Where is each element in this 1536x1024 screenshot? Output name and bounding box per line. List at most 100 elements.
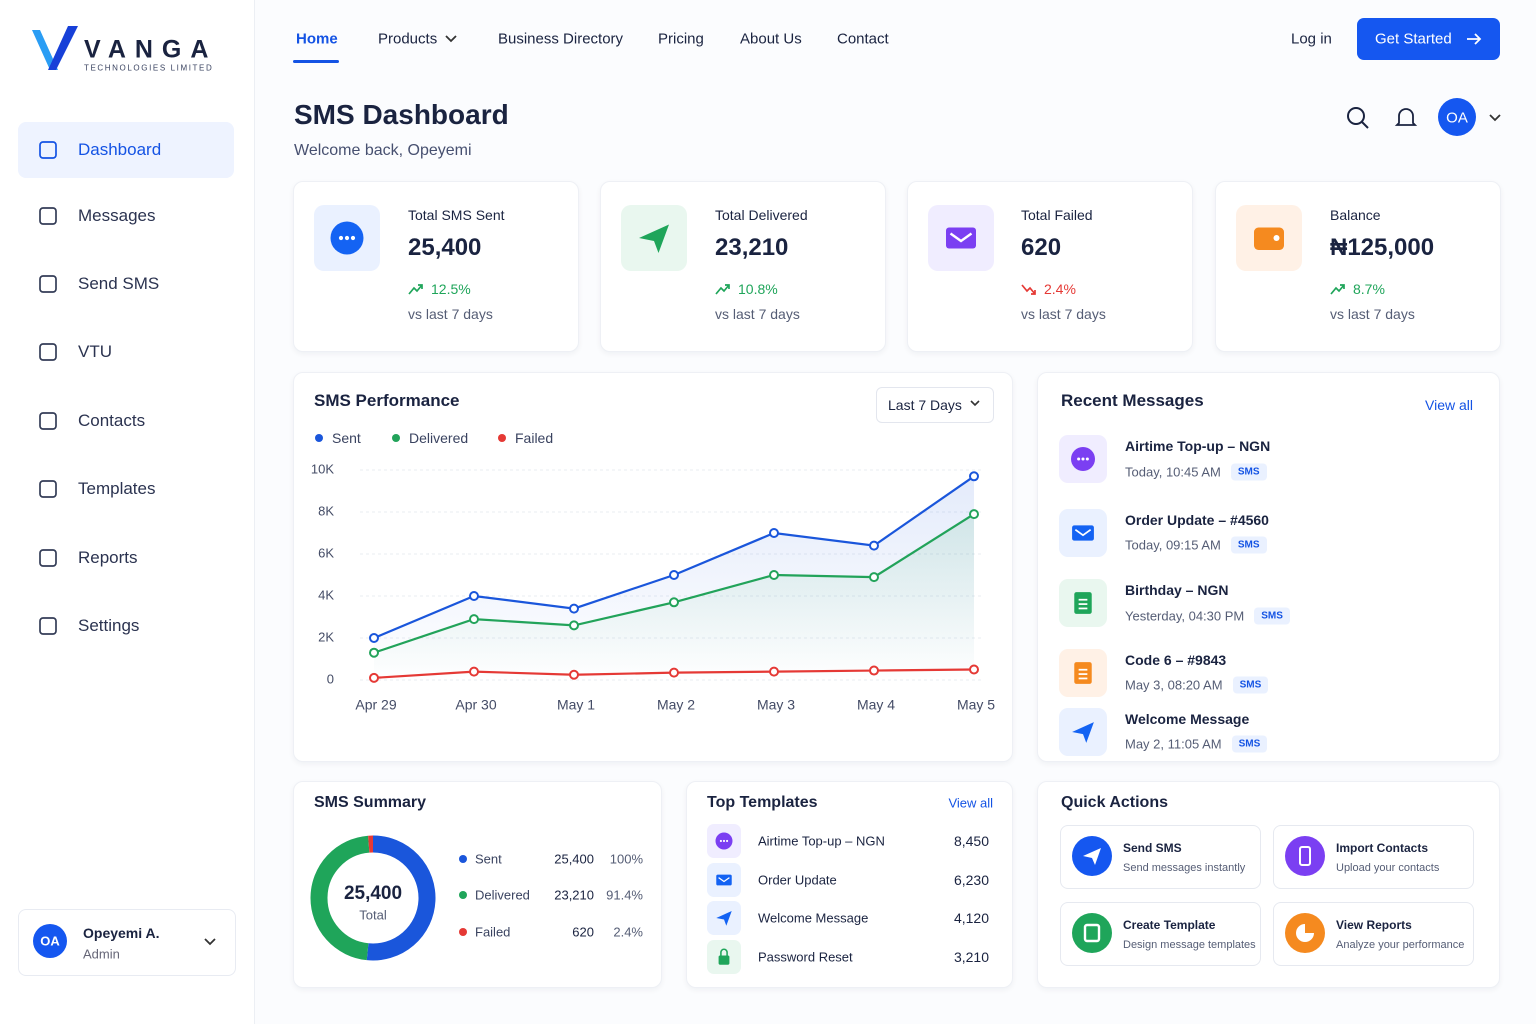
icon <box>1059 707 1107 756</box>
stat-value: 620 <box>1021 234 1062 261</box>
nav-icon <box>39 343 57 361</box>
cta-label[interactable]: Get Started <box>1375 30 1452 48</box>
glyph <box>1361 121 1369 129</box>
icon-bg <box>1285 836 1325 876</box>
legend-dot <box>315 434 323 442</box>
point <box>569 603 579 614</box>
glyph <box>1489 114 1501 122</box>
glyph <box>39 207 57 225</box>
page-title: SMS Dashboard <box>294 99 509 130</box>
glyph <box>720 948 728 956</box>
sidebar-item[interactable]: VTU <box>78 342 112 361</box>
summary-value: 23,210 <box>554 887 594 903</box>
action-title[interactable]: View Reports <box>1336 918 1412 932</box>
glyph <box>718 955 730 965</box>
glyph <box>949 232 973 243</box>
message-time: Today, 09:15 AM <box>1125 537 1221 553</box>
icon <box>1236 205 1302 271</box>
sidebar-item[interactable]: Messages <box>78 206 156 225</box>
message-time: Yesterday, 04:30 PM <box>1125 608 1245 624</box>
nav-link[interactable]: Business Directory <box>498 30 624 48</box>
template-name: Password Reset <box>758 949 853 965</box>
nav-link[interactable]: Pricing <box>658 30 704 48</box>
login-link[interactable]: Log in <box>1291 30 1332 48</box>
glyph <box>459 891 467 899</box>
point <box>769 528 779 538</box>
point <box>369 672 379 683</box>
legend-dot <box>459 891 467 899</box>
glyph <box>459 855 467 863</box>
glyph <box>39 412 57 430</box>
action-title[interactable]: Send SMS <box>1123 841 1182 855</box>
nav-link[interactable]: Products <box>378 30 438 48</box>
chevron <box>204 938 216 946</box>
panel-title: Quick Actions <box>1061 794 1168 811</box>
glyph <box>392 434 400 442</box>
user-card <box>18 909 236 976</box>
x-tick-label: May 5 <box>957 697 995 713</box>
message-tag: SMS <box>1230 536 1267 554</box>
stat-change: 12.5% <box>431 281 471 297</box>
glyph <box>946 227 976 249</box>
trend-icon <box>408 284 423 295</box>
range-select[interactable] <box>876 387 994 423</box>
glyph <box>1467 33 1482 45</box>
point <box>969 664 979 675</box>
message-time: Today, 10:45 AM <box>1125 464 1221 480</box>
stat-change: 10.8% <box>738 281 778 297</box>
action-desc: Send messages instantly <box>1123 862 1246 874</box>
donut-segment <box>310 835 370 961</box>
stat-value: 23,210 <box>715 234 789 261</box>
sidebar-item[interactable]: Send SMS <box>78 274 160 293</box>
sidebar-item[interactable]: Templates <box>78 479 156 498</box>
range-label[interactable]: Last 7 Days <box>888 397 962 413</box>
y-tick-label: 6K <box>318 545 334 560</box>
glyph <box>1074 661 1092 684</box>
action-icon <box>1072 913 1112 953</box>
view-all-link[interactable]: View all <box>948 795 993 811</box>
stat-note: vs last 7 days <box>408 306 493 322</box>
action-title[interactable]: Create Template <box>1123 918 1216 932</box>
nav-link[interactable]: Contact <box>837 30 889 48</box>
sidebar-item[interactable]: Dashboard <box>78 140 162 159</box>
icon <box>314 205 380 271</box>
nav-icon <box>39 275 57 293</box>
glyph <box>1083 848 1101 865</box>
glyph <box>1299 846 1311 866</box>
glyph <box>1077 457 1081 461</box>
user-avatar <box>33 924 67 958</box>
sidebar-item[interactable]: Contacts <box>78 411 146 430</box>
action-title[interactable]: Import Contacts <box>1336 841 1429 855</box>
search-icon <box>1347 107 1369 129</box>
template-name: Order Update <box>758 872 837 888</box>
sidebar-item[interactable]: Settings <box>78 616 140 635</box>
summary-value: 25,400 <box>554 851 594 867</box>
glyph <box>350 235 356 241</box>
sidebar-item[interactable]: Reports <box>78 548 138 567</box>
message-time: May 3, 08:20 AM <box>1125 677 1223 693</box>
glyph <box>1296 924 1314 942</box>
nav-link[interactable]: Home <box>296 30 338 48</box>
view-all-link[interactable]: View all <box>1425 397 1473 413</box>
action-icon <box>1072 836 1112 876</box>
icon-bg <box>1072 913 1112 953</box>
donut-chart: 25,400 Total <box>310 835 436 961</box>
donut-segment <box>366 835 436 961</box>
message-title: Welcome Message <box>1125 711 1250 727</box>
icon <box>1059 435 1107 483</box>
icon <box>928 205 994 271</box>
message-title: Code 6 – #9843 <box>1125 652 1227 668</box>
glyph <box>715 284 730 295</box>
active-item-bg <box>18 122 234 178</box>
chart-title: SMS Performance <box>314 391 460 410</box>
glyph <box>726 839 729 843</box>
glyph <box>408 284 423 295</box>
legend-dot <box>459 855 467 863</box>
x-tick-label: May 1 <box>557 697 595 713</box>
nav-link[interactable]: About Us <box>740 30 802 48</box>
user-name: Opeyemi A. <box>83 925 160 941</box>
legend-label: Delivered <box>409 430 469 446</box>
action-desc: Analyze your performance <box>1336 939 1465 951</box>
x-tick-label: May 4 <box>857 697 895 713</box>
glyph <box>204 938 216 946</box>
